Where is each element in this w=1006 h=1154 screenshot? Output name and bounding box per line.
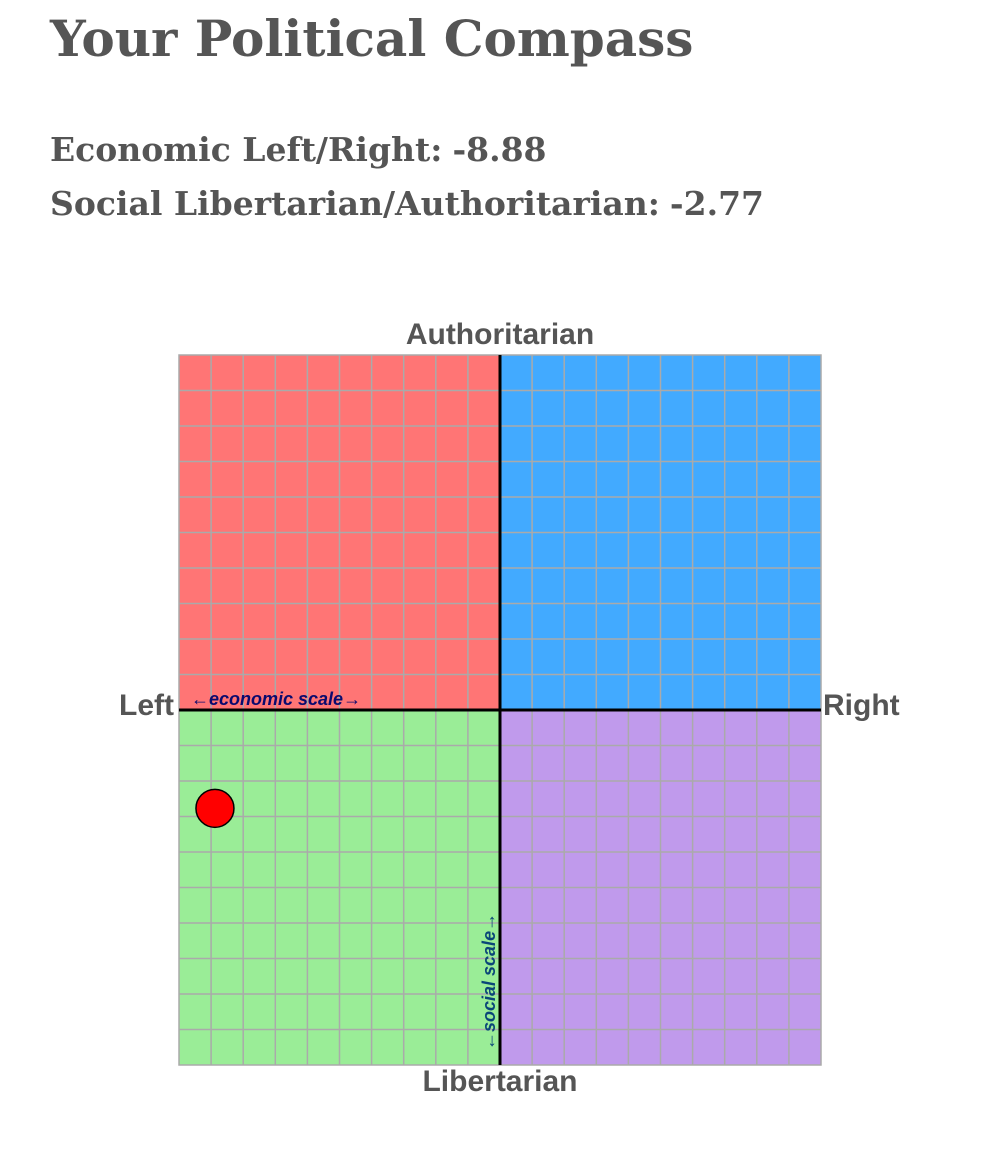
data-points: [195, 788, 235, 829]
social-scale-label: ←social scale→: [479, 913, 499, 1050]
axis-label-right: Right: [823, 689, 900, 722]
page-title: Your Political Compass: [50, 9, 694, 68]
economic-score-value: -8.88: [452, 130, 547, 169]
economic-score: Economic Left/Right: -8.88: [50, 128, 547, 172]
axis-label-authoritarian: Authoritarian: [406, 318, 594, 351]
economic-scale-label: ←economic scale→: [191, 689, 361, 709]
user-position-marker: [195, 788, 235, 829]
social-score-value: -2.77: [669, 184, 764, 223]
economic-score-label: Economic Left/Right:: [50, 130, 443, 169]
axis-label-libertarian: Libertarian: [422, 1065, 577, 1098]
axis-label-left: Left: [119, 689, 174, 722]
social-score: Social Libertarian/Authoritarian: -2.77: [50, 182, 764, 226]
social-score-label: Social Libertarian/Authoritarian:: [50, 184, 660, 223]
